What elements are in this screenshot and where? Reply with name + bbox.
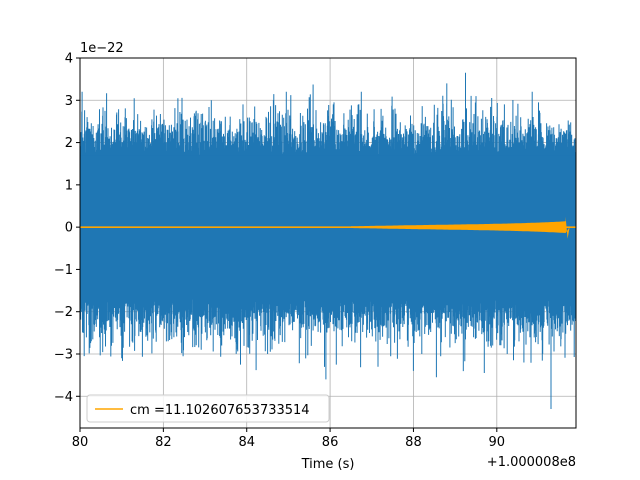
y-tick-label: 1 (65, 178, 73, 193)
y-tick-label: 2 (65, 136, 73, 151)
x-tick-label: 88 (405, 435, 422, 450)
y-tick-label: 0 (65, 221, 73, 236)
x-axis: 80 82 84 86 88 90 (72, 428, 505, 450)
x-tick-label: 80 (72, 435, 89, 450)
y-tick-label: −1 (54, 263, 73, 278)
y-axis: −4 −3 −2 −1 0 1 2 3 4 (54, 52, 80, 405)
y-scale-label: 1e−22 (80, 41, 124, 56)
x-tick-label: 82 (155, 435, 172, 450)
x-tick-label: 86 (322, 435, 339, 450)
legend: cm =11.102607653733514 (86, 394, 330, 423)
y-tick-label: 3 (65, 94, 73, 109)
legend-label-chirp: cm =11.102607653733514 (130, 403, 310, 418)
y-tick-label: −3 (54, 348, 73, 363)
y-tick-label: 4 (65, 52, 73, 67)
x-offset-label: +1.000008e8 (487, 455, 576, 470)
plot-frame (79, 57, 577, 429)
y-tick-label: −4 (54, 390, 73, 405)
y-tick-label: −2 (54, 305, 73, 320)
x-tick-label: 90 (489, 435, 506, 450)
plot-area (80, 72, 576, 409)
series-chirp-envelope (350, 216, 570, 239)
legend-box (86, 394, 330, 423)
x-tick-label: 84 (238, 435, 255, 450)
x-axis-label: Time (s) (301, 457, 355, 472)
